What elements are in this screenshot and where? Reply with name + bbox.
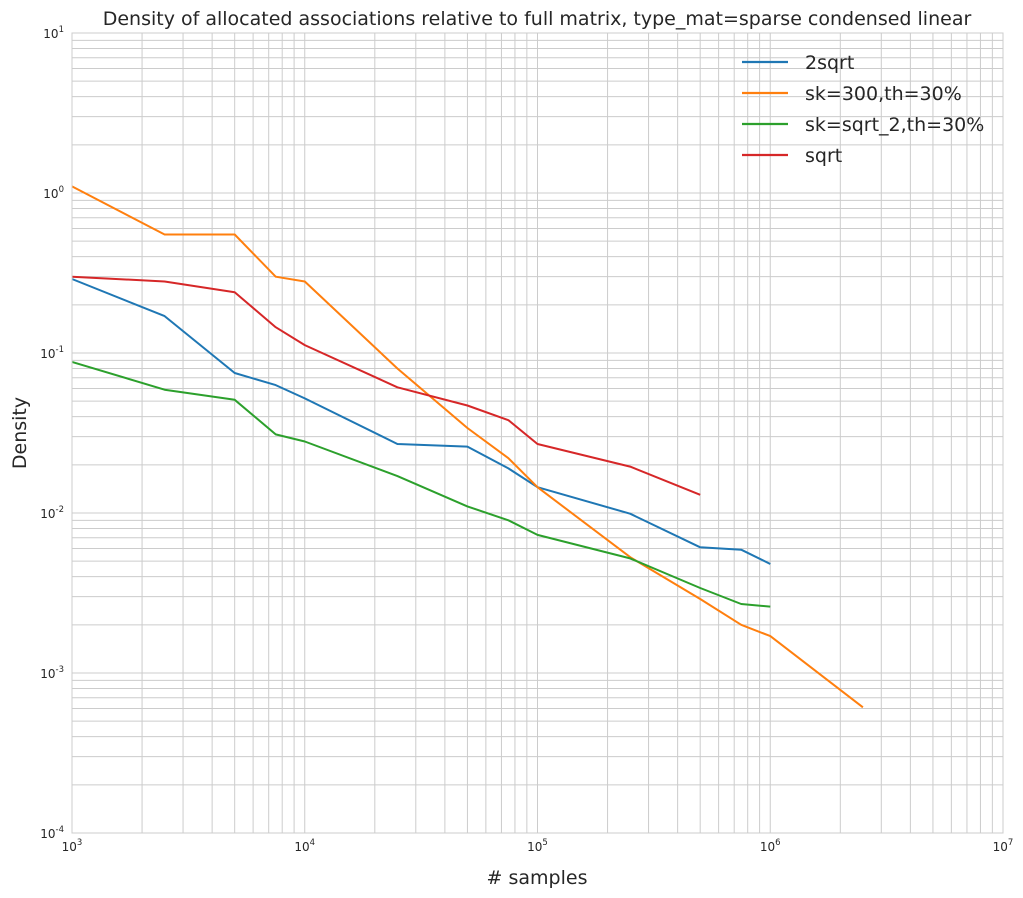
legend: 2sqrt sk=300,th=30% sk=sqrt_2,th=30%sqrt — [742, 52, 984, 167]
x-tick-label: 105 — [527, 838, 548, 854]
y-tick-labels: 10-4 10-3 10-2 10-1 100 101 — [40, 25, 64, 841]
y-tick-label: 101 — [43, 25, 64, 41]
x-tick-label: 104 — [294, 838, 315, 854]
y-tick-label: 10-2 — [40, 505, 64, 521]
y-tick-label: 10-1 — [40, 345, 64, 361]
series-line-1 — [71, 185, 864, 709]
series-line-0 — [71, 278, 771, 565]
grid — [71, 33, 1003, 834]
legend-label-2: sk=sqrt_2,th=30% — [805, 114, 984, 136]
y-tick-label: 10-4 — [40, 825, 64, 841]
plot-frame — [71, 32, 1004, 834]
x-tick-label: 107 — [993, 838, 1014, 854]
x-tick-label: 106 — [760, 838, 781, 854]
x-tick-label: 103 — [62, 838, 83, 854]
x-tick-labels: 103 104 105 106 107 — [62, 838, 1014, 854]
x-axis-label: # samples — [487, 867, 588, 889]
y-tick-label: 10-3 — [40, 665, 64, 681]
y-axis-label: Density — [9, 397, 31, 469]
series-lines — [71, 185, 864, 709]
series-line-2 — [71, 360, 771, 608]
legend-label-1: sk=300,th=30% — [805, 83, 962, 105]
y-tick-label: 100 — [43, 185, 64, 201]
series-line-3 — [71, 275, 701, 496]
chart-title: Density of allocated associations relati… — [103, 8, 972, 30]
legend-label-3: sqrt — [805, 145, 842, 167]
legend-label-0: 2sqrt — [805, 52, 854, 74]
